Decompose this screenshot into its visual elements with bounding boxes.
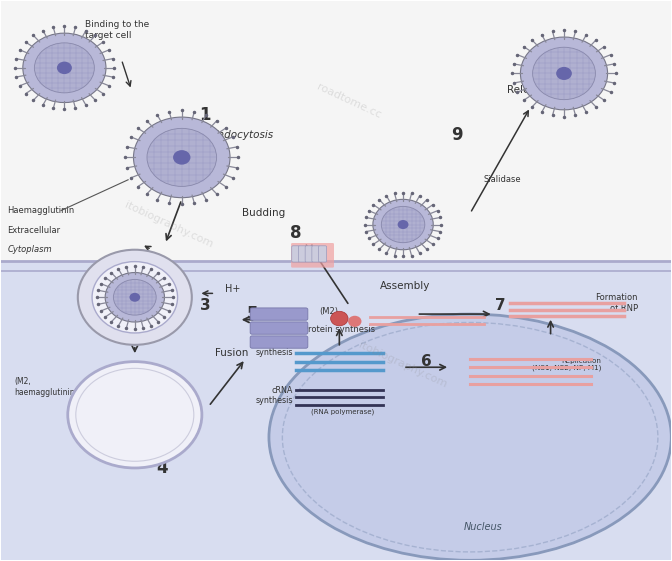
Text: itobiography.com: itobiography.com [122, 200, 214, 250]
Circle shape [556, 67, 572, 80]
Circle shape [134, 117, 230, 197]
Bar [1, 261, 671, 560]
Bar [1, 1, 671, 261]
Circle shape [92, 261, 177, 333]
Text: (RNA polymerase): (RNA polymerase) [311, 409, 374, 415]
FancyBboxPatch shape [305, 246, 313, 262]
Circle shape [381, 206, 425, 243]
Text: 7: 7 [495, 298, 505, 313]
Text: 9: 9 [451, 126, 462, 144]
Text: Cytoplasm: Cytoplasm [7, 245, 52, 254]
Text: Formation
of RNP: Formation of RNP [595, 293, 638, 312]
Text: 3: 3 [200, 298, 210, 313]
Text: 6: 6 [421, 354, 432, 369]
Text: Haemagglutinin: Haemagglutinin [7, 206, 75, 215]
Circle shape [173, 150, 190, 164]
Text: 8: 8 [290, 224, 302, 242]
FancyBboxPatch shape [250, 308, 308, 320]
Circle shape [398, 220, 409, 229]
Text: cRNA
synthesis: cRNA synthesis [255, 385, 293, 405]
Text: 4: 4 [156, 459, 167, 477]
Text: Protein synthesis: Protein synthesis [303, 325, 376, 334]
Text: 5: 5 [247, 305, 258, 323]
Text: Fusion: Fusion [215, 348, 249, 358]
Circle shape [23, 33, 106, 103]
Text: H+: H+ [225, 284, 241, 294]
Text: Endocytosis: Endocytosis [212, 130, 274, 140]
Circle shape [106, 273, 165, 322]
Text: (M2,
haemagglutinin): (M2, haemagglutinin) [14, 377, 78, 397]
Circle shape [373, 199, 433, 250]
FancyBboxPatch shape [250, 336, 308, 348]
Circle shape [520, 37, 607, 110]
Circle shape [147, 128, 216, 186]
Text: (M2): (M2) [319, 307, 338, 316]
Circle shape [34, 43, 94, 93]
Circle shape [533, 47, 595, 100]
Ellipse shape [269, 314, 671, 560]
FancyBboxPatch shape [298, 246, 306, 262]
FancyBboxPatch shape [319, 246, 327, 262]
Circle shape [114, 279, 156, 315]
FancyBboxPatch shape [291, 243, 334, 268]
Text: 1: 1 [200, 107, 211, 125]
Circle shape [57, 62, 72, 74]
Text: Release: Release [507, 85, 548, 95]
Text: Binding to the
target cell: Binding to the target cell [85, 20, 149, 40]
Circle shape [78, 250, 192, 345]
FancyBboxPatch shape [292, 246, 300, 262]
Text: Extracellular: Extracellular [7, 226, 60, 234]
Text: mRNA
synthesis: mRNA synthesis [255, 338, 293, 357]
Text: Assembly: Assembly [380, 281, 430, 291]
Text: Budding: Budding [242, 208, 286, 218]
Text: 2: 2 [153, 265, 164, 279]
Circle shape [348, 316, 362, 327]
FancyBboxPatch shape [250, 322, 308, 334]
Circle shape [331, 311, 348, 326]
Circle shape [130, 293, 140, 302]
Ellipse shape [68, 362, 202, 468]
FancyBboxPatch shape [312, 246, 320, 262]
Text: roadtome.cc: roadtome.cc [316, 82, 383, 121]
Text: itobiography.com: itobiography.com [358, 339, 449, 389]
Text: Nucleus: Nucleus [464, 522, 503, 532]
Text: Replication
(NS1, NS2, NP, M1): Replication (NS1, NS2, NP, M1) [532, 358, 601, 371]
Text: Sialidase: Sialidase [484, 175, 521, 184]
